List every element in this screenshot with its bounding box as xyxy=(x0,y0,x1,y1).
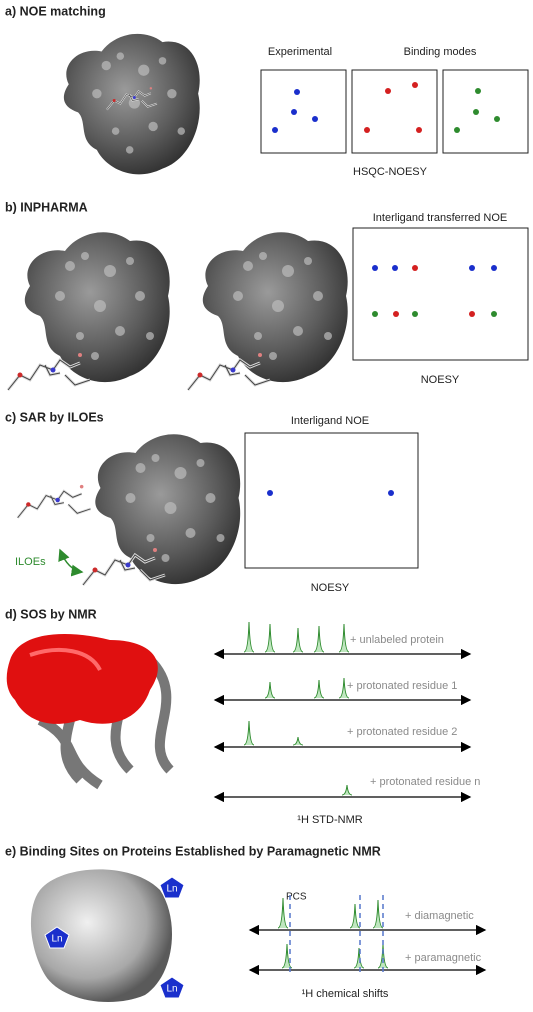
label: Experimental xyxy=(268,46,332,58)
protein-surface xyxy=(202,232,348,383)
cross-peak xyxy=(385,88,391,94)
iloe-label: ILOEs xyxy=(15,556,46,568)
protein-ribbon xyxy=(6,634,174,790)
protein-surface xyxy=(63,33,200,175)
cross-peak xyxy=(393,311,399,317)
spectrum-box xyxy=(442,69,529,154)
cross-peak xyxy=(267,490,273,496)
caption: NOESY xyxy=(421,374,460,386)
peak xyxy=(313,625,325,653)
label: Interligand NOE xyxy=(291,415,369,427)
cross-peak xyxy=(272,127,278,133)
peak xyxy=(243,720,255,746)
ln-label: Ln xyxy=(51,934,62,945)
trace-label: + paramagnetic xyxy=(405,952,482,964)
caption: HSQC-NOESY xyxy=(353,166,428,178)
panel-title: e) Binding Sites on Proteins Established… xyxy=(5,844,381,858)
peak xyxy=(264,623,276,653)
panel-title: a) NOE matching xyxy=(5,4,106,18)
peak xyxy=(341,784,353,796)
cross-peak xyxy=(372,265,378,271)
panel-title: c) SAR by ILOEs xyxy=(5,410,104,424)
cross-peak xyxy=(473,109,479,115)
cross-peak xyxy=(412,311,418,317)
panel-title: b) INPHARMA xyxy=(5,200,88,214)
cross-peak xyxy=(388,490,394,496)
peak xyxy=(281,943,293,969)
trace-label: + unlabeled protein xyxy=(350,634,444,646)
cross-peak xyxy=(475,88,481,94)
ln-label: Ln xyxy=(166,884,177,895)
cross-peak xyxy=(372,311,378,317)
ligand xyxy=(16,483,93,520)
trace-label: + protonated residue 1 xyxy=(347,680,457,692)
cross-peak xyxy=(469,265,475,271)
iloe-arrow xyxy=(58,548,84,577)
pcs-label: PCS xyxy=(286,892,307,903)
protein-surface xyxy=(24,232,170,383)
spectrum-box xyxy=(244,432,419,569)
panel-title: d) SOS by NMR xyxy=(5,607,97,621)
ln-tag xyxy=(159,876,185,899)
cross-peak xyxy=(469,311,475,317)
cross-peak xyxy=(291,109,297,115)
cross-peak xyxy=(454,127,460,133)
ln-tag xyxy=(44,926,70,949)
peak xyxy=(243,621,255,653)
spectrum-box xyxy=(260,69,347,154)
trace-label: + protonated residue 2 xyxy=(347,726,457,738)
ln-label: Ln xyxy=(166,984,177,995)
peak xyxy=(372,899,384,929)
peak xyxy=(349,903,361,929)
label: Interligand transferred NOE xyxy=(373,212,508,224)
peak xyxy=(313,679,325,699)
cross-peak xyxy=(416,127,422,133)
peak xyxy=(292,627,304,653)
peak xyxy=(353,947,365,969)
label: Binding modes xyxy=(404,46,477,58)
peak xyxy=(277,897,289,929)
spectrum-box xyxy=(352,227,529,361)
cross-peak xyxy=(491,265,497,271)
peak xyxy=(338,623,350,653)
peak xyxy=(292,736,304,746)
caption: ¹H STD-NMR xyxy=(297,814,362,826)
cross-peak xyxy=(491,311,497,317)
cross-peak xyxy=(494,116,500,122)
cross-peak xyxy=(412,82,418,88)
peak xyxy=(338,677,350,699)
caption: NOESY xyxy=(311,582,350,594)
cross-peak xyxy=(412,265,418,271)
trace-label: + diamagnetic xyxy=(405,910,474,922)
spectrum-box xyxy=(351,69,438,154)
cross-peak xyxy=(392,265,398,271)
caption: ¹H chemical shifts xyxy=(302,988,389,1000)
peak xyxy=(264,681,276,699)
cross-peak xyxy=(312,116,318,122)
ln-tag xyxy=(159,976,185,999)
trace-label: + protonated residue n xyxy=(370,776,480,788)
cross-peak xyxy=(364,127,370,133)
peak xyxy=(377,943,389,969)
protein-surface xyxy=(30,869,173,1003)
cross-peak xyxy=(294,89,300,95)
